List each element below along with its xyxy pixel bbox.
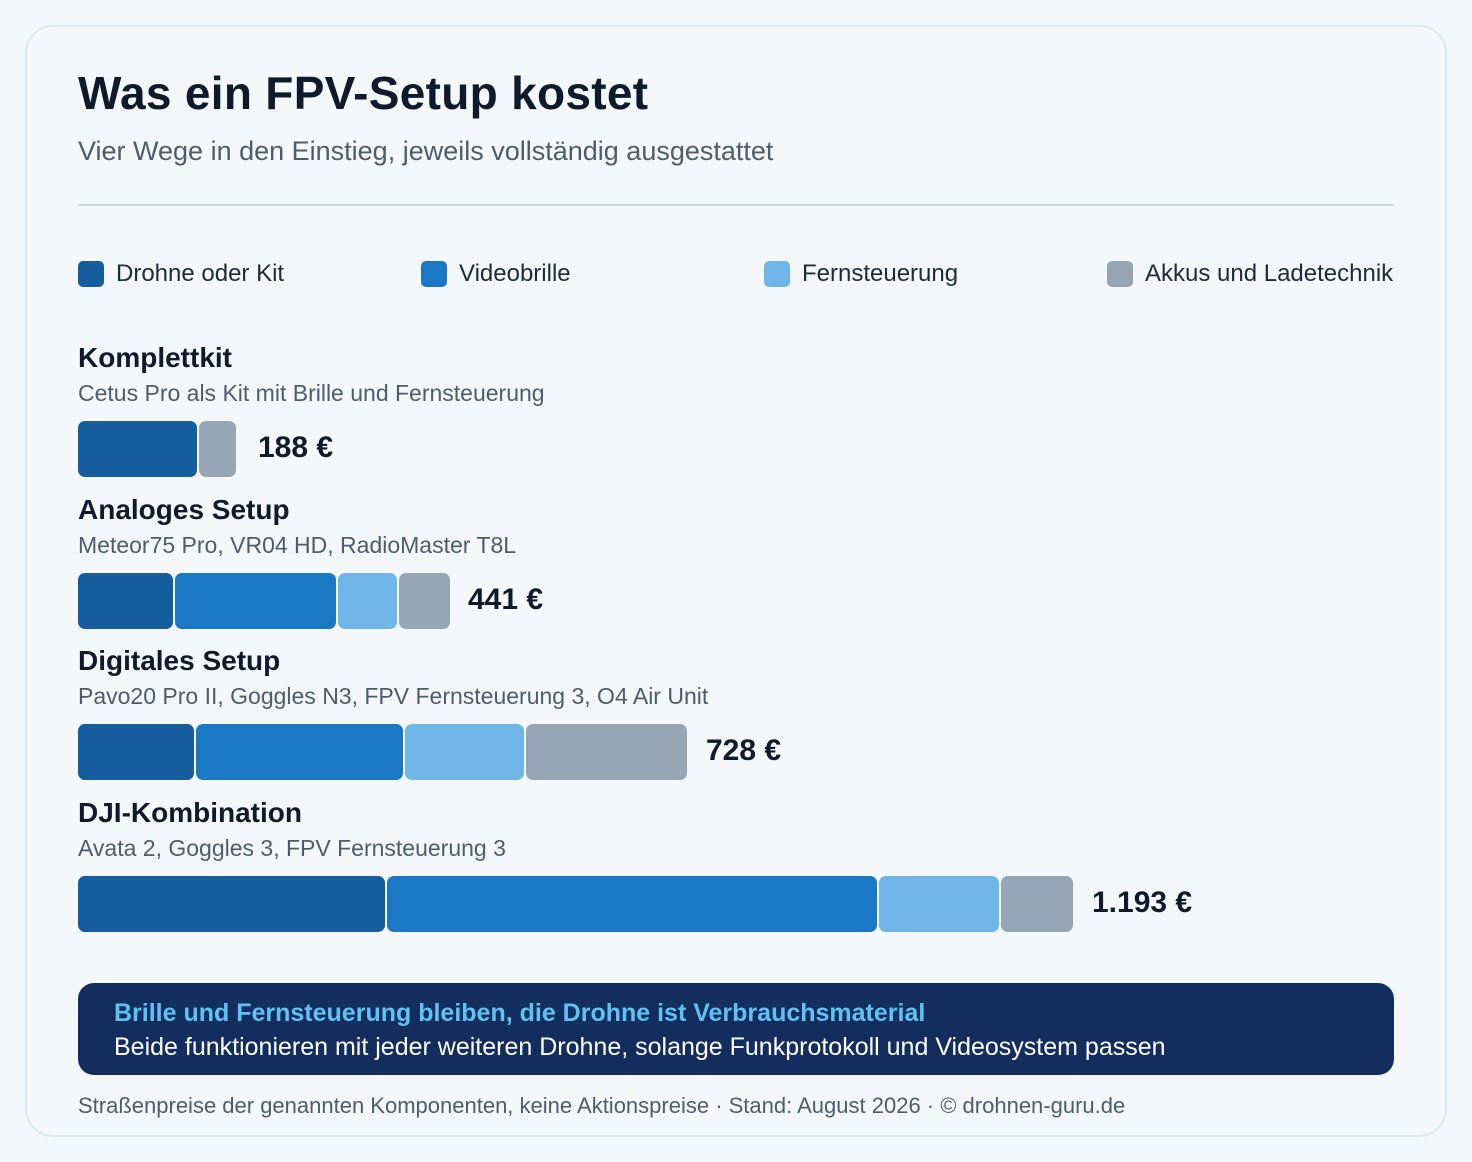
stacked-bar [78, 875, 1073, 932]
row-description: Avata 2, Goggles 3, FPV Fernsteuerung 3 [78, 834, 506, 861]
total-label: 1.193 € [1092, 885, 1193, 919]
bar-segment-fernsteuerung [338, 572, 397, 629]
total-label: 188 € [258, 431, 334, 464]
row-title: Digitales Setup [78, 645, 281, 676]
bar-segment-brille [175, 572, 336, 629]
row-description: Meteor75 Pro, VR04 HD, RadioMaster T8L [78, 531, 517, 558]
legend-item-brille: Videobrille [421, 260, 571, 288]
row-title: Analoges Setup [78, 493, 290, 525]
legend-swatch-fernsteuerung [764, 261, 790, 287]
bar-segment-drohne [78, 724, 194, 780]
callout-box: Brille und Fernsteuerung bleiben, die Dr… [78, 983, 1394, 1075]
legend-label-drohne: Drohne oder Kit [116, 260, 285, 287]
row-description: Pavo20 Pro II, Goggles N3, FPV Fernsteue… [78, 683, 709, 709]
bar-segment-drohne [78, 421, 197, 477]
legend-item-fernsteuerung: Fernsteuerung [764, 260, 958, 288]
stacked-bar [78, 572, 450, 629]
legend-label-akkus: Akkus und Ladetechnik [1145, 260, 1394, 287]
row-title: DJI-Kombination [78, 796, 302, 828]
chart-subtitle: Vier Wege in den Einstieg, jeweils volls… [78, 136, 774, 166]
bar-segment-brille [196, 724, 403, 780]
row-title: Komplettkit [78, 342, 232, 373]
bar-segment-brille [387, 875, 877, 932]
callout-headline: Brille und Fernsteuerung bleiben, die Dr… [114, 999, 926, 1027]
bar-segment-akkus [526, 724, 687, 780]
footer-note: Straßenpreise der genannten Komponenten,… [78, 1093, 1126, 1118]
legend-label-brille: Videobrille [459, 260, 571, 287]
legend-item-drohne: Drohne oder Kit [78, 260, 284, 288]
stacked-bar [78, 724, 687, 780]
legend-swatch-drohne [78, 261, 104, 287]
row-description: Cetus Pro als Kit mit Brille und Fernste… [78, 380, 545, 406]
bar-segment-drohne [78, 875, 385, 932]
legend: Drohne oder Kit Videobrille Fernsteuerung A… [78, 260, 1408, 290]
legend-item-akkus: Akkus und Ladetechnik [1107, 260, 1393, 288]
bar-segment-akkus [399, 572, 450, 629]
callout-body: Beide funktionieren mit jeder weiteren D… [114, 1033, 1166, 1061]
bar-segment-drohne [78, 572, 173, 629]
bar-segment-akkus [199, 421, 236, 477]
bar-segment-fernsteuerung [879, 875, 999, 932]
stacked-bar [78, 421, 236, 477]
chart-title: Was ein FPV-Setup kostet [78, 67, 649, 119]
total-label: 728 € [706, 734, 782, 767]
bar-segment-akkus [1001, 875, 1073, 932]
legend-swatch-brille [421, 261, 447, 287]
legend-label-fernsteuerung: Fernsteuerung [802, 260, 959, 287]
total-label: 441 € [468, 582, 544, 616]
divider [78, 204, 1394, 206]
legend-swatch-akkus [1107, 261, 1133, 287]
bar-segment-fernsteuerung [405, 724, 524, 780]
